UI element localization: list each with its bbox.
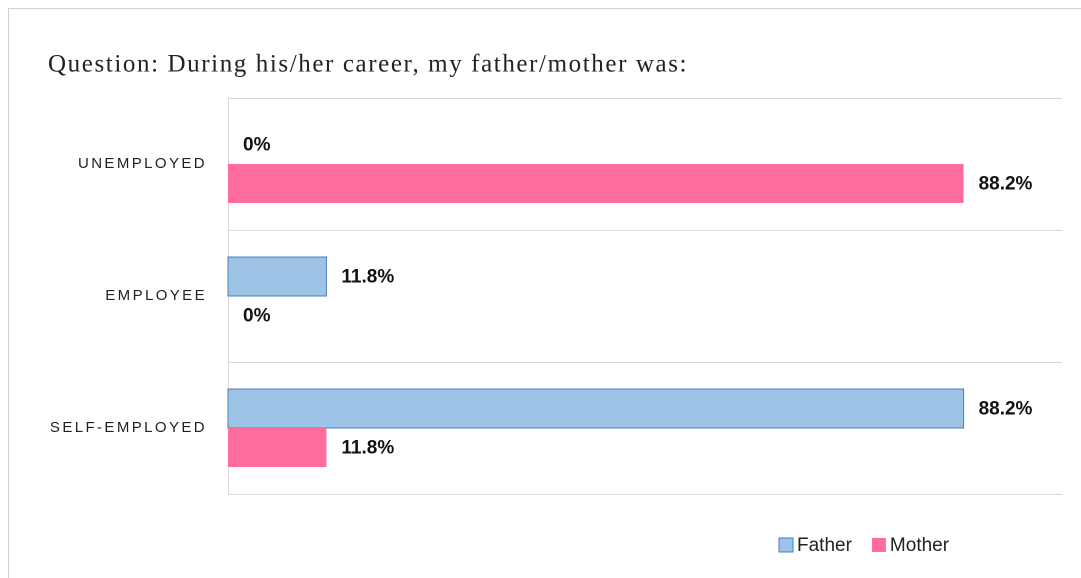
y-tick-label: SELF-EMPLOYED [50,419,207,436]
chart-title: Question: During his/her career, my fath… [48,51,688,78]
value-label: 0% [243,135,271,156]
bar [227,256,327,297]
bar [228,164,964,203]
legend-swatch [871,538,886,552]
legend-swatch [778,537,794,553]
legend-label: Mother [890,535,950,556]
bar [227,388,965,429]
y-tick-label: EMPLOYEE [105,287,207,304]
value-label: 88.2% [979,174,1033,195]
value-label: 11.8% [341,438,394,459]
legend-label: Father [797,535,853,556]
bar [228,428,327,467]
chart-frame [8,8,1081,578]
y-tick-label: UNEMPLOYED [78,155,207,172]
value-label: 0% [243,306,271,327]
value-label: 11.8% [341,267,394,288]
value-label: 88.2% [979,399,1033,420]
